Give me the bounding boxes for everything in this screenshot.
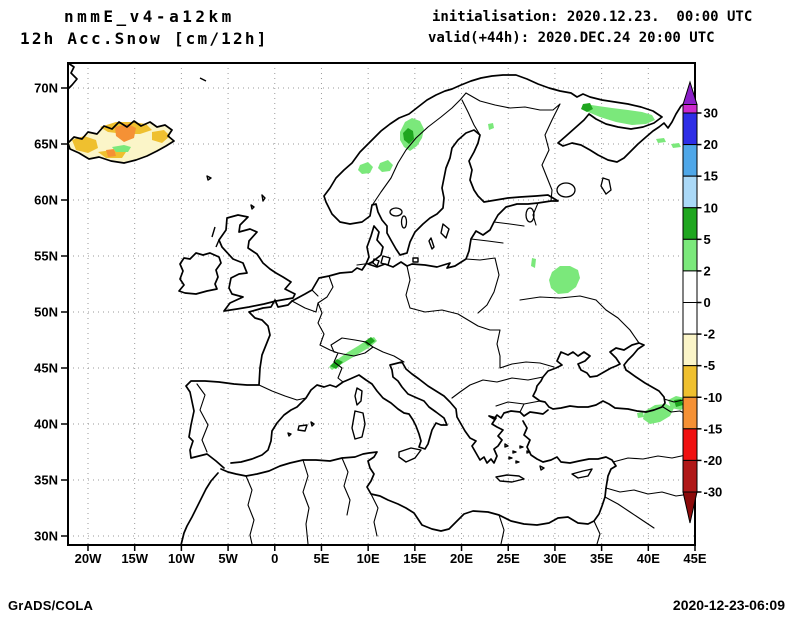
colorbar-segment (682, 428, 698, 461)
colorbar-segment (682, 459, 698, 493)
creation-timestamp: 2020-12-23-06:09 (672, 597, 785, 613)
lake-onega (600, 177, 612, 195)
lon-tick-label: 20E (450, 551, 473, 566)
lake-vanern (389, 207, 403, 217)
lat-tick-label: 30N (34, 529, 58, 544)
colorbar-tick-label: 15 (704, 169, 718, 184)
colorbar-tick-label: -15 (704, 421, 723, 436)
colorbar-segment (682, 144, 698, 177)
lon-tick-label: 35E (590, 551, 613, 566)
lake-peipus (525, 207, 535, 223)
colorbar-segment (682, 207, 698, 240)
grads-credit: GrADS/COLA (8, 598, 94, 613)
lon-tick-label: 40E (637, 551, 660, 566)
colorbar-tick-label: 0 (704, 295, 711, 310)
colorbar-tick-label: -2 (704, 327, 716, 342)
lon-tick-label: 10E (357, 551, 380, 566)
colorbar-segment (682, 238, 698, 272)
lon-tick-label: 10W (168, 551, 195, 566)
colorbar-segment (682, 302, 698, 335)
colorbar-tick-label: -5 (704, 358, 716, 373)
lon-tick-label: 15W (121, 551, 148, 566)
lon-tick-label: 45E (683, 551, 706, 566)
initialisation-time: initialisation: 2020.12.23. 00:00 UTC (432, 9, 753, 25)
lon-tick-label: 15E (403, 551, 426, 566)
colorbar-tick-label: -30 (704, 485, 723, 500)
lat-tick-label: 70N (34, 81, 58, 96)
lon-tick-label: 0 (271, 551, 278, 566)
lon-tick-label: 30E (543, 551, 566, 566)
snow-dark-patches (330, 103, 683, 407)
colorbar-segment (682, 365, 698, 398)
colorbar-segment (682, 270, 698, 303)
snow-shading (68, 103, 688, 424)
coastlines (67, 62, 696, 546)
scandinavia-baltic-coast (291, 74, 696, 302)
lon-tick-label: 25E (497, 551, 520, 566)
axis-labels: 20W 15W 10W 5W 0 5E 10E 15E 20E 25E 30E 35E 40E 45E 70… (34, 81, 707, 567)
lat-tick-label: 40N (34, 417, 58, 432)
lat-tick-label: 45N (34, 361, 58, 376)
colorbar-tick-label: 2 (704, 263, 711, 278)
black-sea-coast (532, 342, 666, 413)
valid-time: valid(+44h): 2020.DEC.24 20:00 UTC (428, 30, 715, 46)
lake-vattern (400, 215, 408, 229)
lat-tick-label: 35N (34, 473, 58, 488)
colorbar-arrow-bottom (682, 491, 698, 524)
colorbar-segment (682, 104, 698, 114)
colorbar-segment (682, 112, 698, 146)
colorbar-tick-label: 20 (704, 137, 718, 152)
iceland-gold-patches (72, 122, 170, 158)
iceland-orange-patches (106, 124, 136, 157)
lon-tick-label: 20W (75, 551, 102, 566)
lat-tick-label: 55N (34, 249, 58, 264)
west-south-europe-coast (180, 299, 617, 546)
colorbar-tick-label: -20 (704, 453, 723, 468)
great-britain-coast (218, 214, 296, 312)
lon-tick-label: 5W (218, 551, 238, 566)
colorbar-tick-label: 30 (704, 106, 718, 121)
colorbar-tick-label: -10 (704, 390, 723, 405)
colorbar-segment (682, 333, 698, 367)
islands (199, 77, 593, 483)
colorbar-tick-label: 5 (704, 232, 711, 247)
lake-ladoga (556, 182, 576, 198)
ireland-coast (178, 252, 222, 295)
colorbar-segment (682, 175, 698, 209)
greenland-coast (67, 62, 78, 90)
field-title: 12h Acc.Snow [cm/12h] (20, 29, 269, 48)
lon-tick-label: 5E (314, 551, 330, 566)
model-title: nmmE_v4-a12km (64, 7, 235, 26)
lat-tick-label: 50N (34, 305, 58, 320)
country-borders (196, 92, 696, 545)
lat-tick-label: 60N (34, 193, 58, 208)
lat-tick-label: 65N (34, 137, 58, 152)
colorbar-tick-label: 10 (704, 200, 718, 215)
colorbar-segment (682, 396, 698, 430)
